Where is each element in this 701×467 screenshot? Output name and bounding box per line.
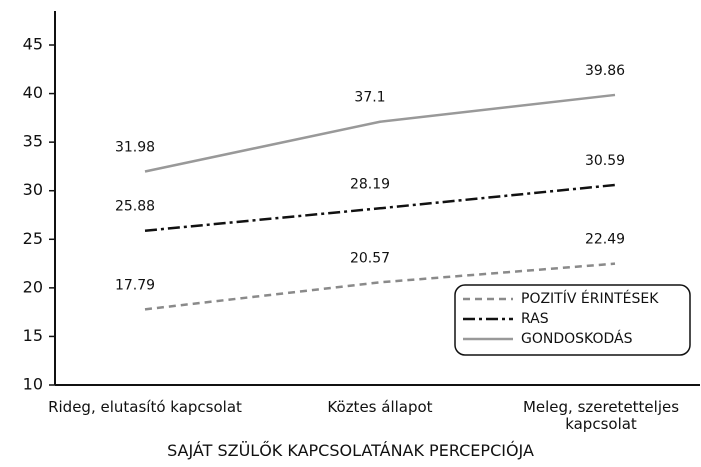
y-tick-label: 30 [23, 180, 43, 199]
legend-label: RAS [521, 311, 549, 327]
data-label: 28.19 [350, 176, 390, 192]
data-label: 39.86 [585, 63, 625, 79]
data-label: 31.98 [115, 139, 155, 155]
y-tick-label: 45 [23, 35, 43, 54]
data-label: 22.49 [585, 232, 625, 248]
legend-label: GONDOSKODÁS [521, 330, 633, 347]
data-label: 25.88 [115, 199, 155, 215]
y-tick-label: 10 [23, 375, 43, 394]
line [144, 262, 616, 311]
data-label: 30.59 [585, 153, 625, 169]
y-tick-label: 25 [23, 229, 43, 248]
line [144, 183, 616, 232]
line [144, 93, 616, 173]
legend-label: POZITÍV ÉRINTÉSEK [521, 290, 659, 307]
y-tick-label: 35 [23, 132, 43, 151]
x-tick-label: Köztes állapot [327, 398, 433, 416]
x-tick-label: Rideg, elutasító kapcsolat [48, 398, 242, 416]
data-label: 20.57 [350, 250, 390, 266]
data-label: 17.79 [115, 277, 155, 293]
x-tick-label: Meleg, szeretetteljes kapcsolat [522, 398, 680, 433]
data-label: 37.1 [354, 90, 385, 106]
y-tick-label: 15 [23, 326, 43, 345]
x-axis-label: SAJÁT SZÜLŐK KAPCSOLATÁNAK PERCEPCIÓJA [167, 441, 534, 460]
y-tick-label: 40 [23, 83, 43, 102]
y-tick-label: 20 [23, 277, 43, 296]
legend-box [454, 284, 691, 356]
